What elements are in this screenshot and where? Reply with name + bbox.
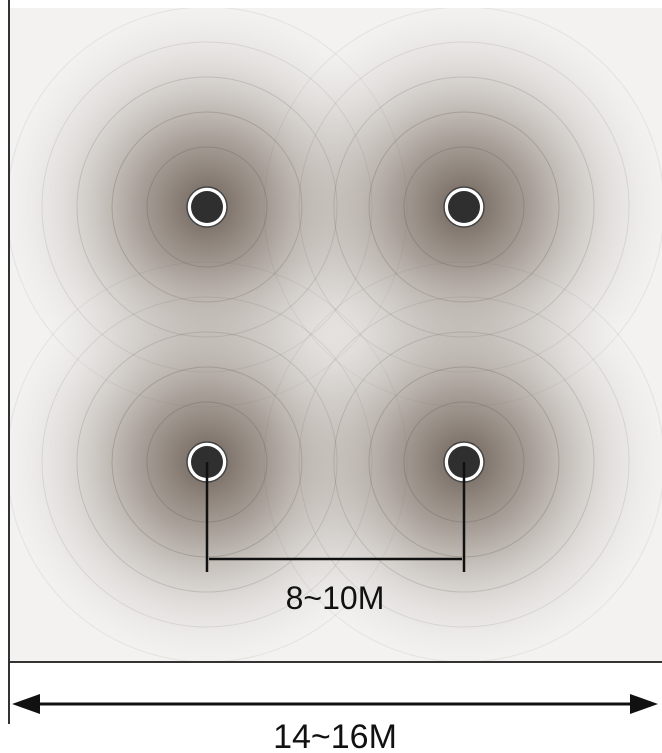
arrowhead-right xyxy=(630,694,658,714)
device-top-left xyxy=(186,186,228,228)
spacing-label: 8~10M xyxy=(286,580,385,616)
coverage-zones xyxy=(9,8,662,662)
spacing-dimension xyxy=(205,462,466,572)
room-width-dimension xyxy=(12,694,658,714)
arrowhead-left xyxy=(12,694,40,714)
room-width-label: 14~16M xyxy=(273,718,397,753)
devices xyxy=(186,186,485,483)
room-border xyxy=(8,0,662,724)
device-top-right xyxy=(443,186,485,228)
